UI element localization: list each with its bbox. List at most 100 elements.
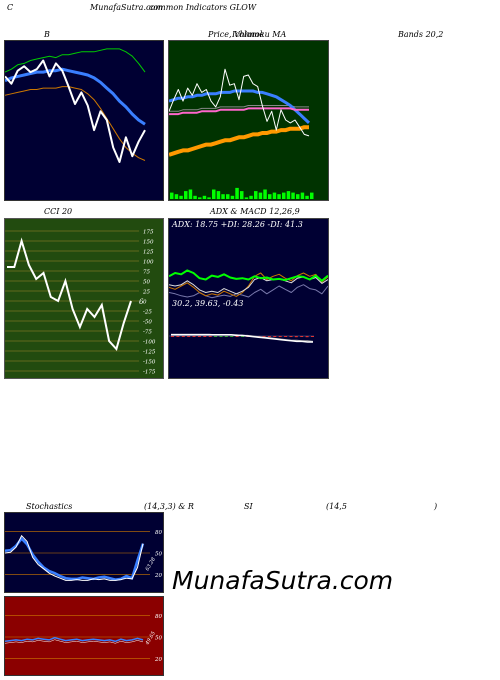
macd-histogram-bar (289, 336, 293, 337)
volume-bar (207, 197, 211, 199)
volume-bar (249, 195, 253, 199)
stoch-d-line (5, 534, 144, 581)
adx-plus-di (169, 269, 328, 282)
price-label: Price, VolumeIchimoku MA (208, 30, 286, 39)
bollinger-chart (5, 48, 146, 163)
macd-histogram-bar (262, 336, 266, 337)
macd-histogram-bar (267, 336, 271, 337)
volume-bar (268, 194, 272, 199)
volume-bar (300, 192, 305, 199)
macd-histogram-bar (214, 336, 218, 337)
cci-tick-label: -150 (143, 360, 156, 366)
price-line (169, 68, 310, 137)
adx-minus-di (169, 272, 328, 297)
macd-histogram-bar (171, 336, 174, 337)
macd-histogram-bar (300, 336, 304, 337)
cci-line (7, 237, 132, 352)
volume-bar (263, 189, 267, 199)
macd-histogram-bar (187, 336, 191, 337)
watermark: MunafaSutra.com (172, 566, 394, 595)
cci-tick-label: -50 (143, 320, 152, 326)
volume-bar (235, 187, 239, 199)
cci-tick-label: 0 (143, 300, 147, 306)
rsi-panel: 80 50 20 49.65 (4, 596, 164, 676)
volume-bar (286, 191, 291, 200)
adx-label: ADX & MACD 12,26,9 (210, 207, 300, 216)
volume-bar (216, 191, 221, 200)
price-ma-grey (169, 105, 309, 112)
si-label: SI (244, 502, 253, 511)
macd-histogram-bar (176, 336, 180, 337)
stoch-end-label: 63.28 (145, 557, 157, 572)
stoch-tick-label: 80 (155, 530, 162, 536)
bb-middle-band (5, 67, 146, 126)
volume-bar (296, 194, 300, 199)
volume-bar (282, 192, 286, 199)
header-title: MunafaSutra.comcommon Indicators GLOW (90, 3, 256, 12)
macd-histogram-bar (181, 336, 185, 337)
adx-line-grey (169, 284, 328, 299)
cci-tick-label: 125 (143, 250, 154, 256)
volume-bar (226, 194, 230, 199)
macd-histogram-bar (224, 336, 228, 337)
macd-histogram-bar (294, 336, 298, 338)
rsi-params: (14,5 (326, 502, 347, 511)
macd-histogram-bar (203, 336, 207, 337)
price-ma-pink (169, 107, 309, 116)
cci-tick-label: -25 (143, 310, 152, 316)
volume-bar (193, 195, 197, 199)
macd-histogram-bar (278, 336, 282, 337)
cci-tick-label: -100 (143, 340, 156, 346)
bands-label: Bands 20,2 (398, 30, 444, 39)
volume-bar (184, 191, 188, 200)
rsi-tick-label: 80 (155, 614, 162, 620)
volume-bar (277, 194, 281, 199)
price-label-d: MA (269, 30, 287, 39)
cci-tick-label: 100 (143, 260, 154, 266)
macd-readout: 30.2, 39.63, -0.43 (172, 299, 244, 308)
header-title-rest: common Indicators GLOW (148, 3, 257, 12)
cci-tick-label: 25 (142, 290, 150, 296)
price-label-c: Ichimoku (231, 30, 270, 39)
rsi-tick-label: 50 (155, 636, 162, 642)
cci-tick-label: -125 (143, 350, 156, 356)
stoch-label: Stochastics (26, 502, 73, 511)
volume-bar (258, 192, 263, 199)
price-panel (168, 40, 329, 201)
bb-lower-band (5, 86, 146, 161)
stoch-tick-label: 50 (155, 552, 162, 558)
volume-bar (254, 191, 258, 200)
rsi-params-close: ) (434, 502, 438, 511)
macd-histogram-bar (284, 336, 288, 337)
volume-bar (240, 191, 244, 200)
price-ma-blue (169, 89, 311, 124)
bollinger-panel (4, 40, 164, 201)
cci-tick-label: 75 (143, 270, 150, 276)
volume-bar (174, 194, 179, 199)
volume-bar (305, 195, 309, 199)
volume-bar (221, 194, 225, 199)
price-label-b: Volume (234, 30, 264, 39)
macd-histogram-bar (197, 336, 201, 337)
volume-bar (244, 197, 249, 199)
stoch-k-line (5, 536, 145, 581)
volume-bar (202, 195, 207, 199)
macd-chart (169, 333, 314, 343)
volume-bar (291, 192, 295, 199)
stoch-params: (14,3,3) & R (144, 502, 194, 511)
volume-bar (170, 192, 174, 199)
price-ma-orange (169, 125, 309, 157)
bb-upper-band (5, 48, 146, 73)
price-chart (169, 68, 314, 200)
rsi-tick-label: 20 (154, 657, 162, 663)
volume-bar (310, 192, 314, 199)
cci-tick-label: 150 (143, 240, 154, 246)
bb-label: B (44, 30, 50, 39)
macd-histogram-bar (192, 336, 196, 337)
volume-bar (230, 195, 235, 199)
rsi-line (5, 636, 144, 643)
cci-tick-label: 175 (143, 230, 154, 236)
